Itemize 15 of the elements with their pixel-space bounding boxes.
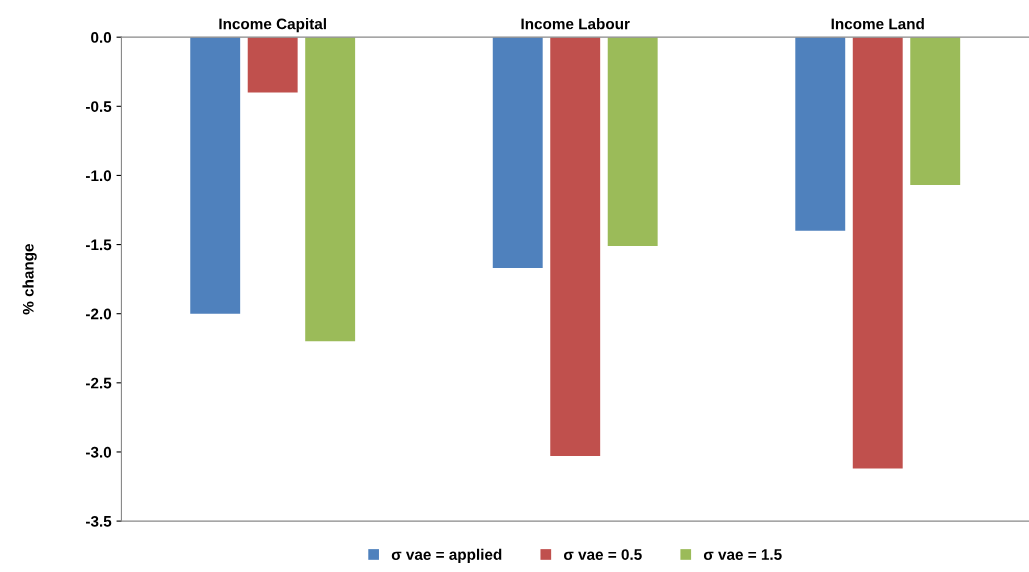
x-tick-label: Income Capital xyxy=(219,18,326,33)
y-tick-label: -3.0 xyxy=(85,446,112,458)
legend-label: σ vae = applied xyxy=(391,548,502,563)
y-tick-label: -1.0 xyxy=(85,170,112,182)
y-tick-label: 0.0 xyxy=(91,32,112,43)
x-tick-label: Income Labour xyxy=(521,18,630,30)
y-tick-label: -0.5 xyxy=(85,101,112,112)
y-tick-label: -1.5 xyxy=(85,239,112,251)
y-tick-label: -2.0 xyxy=(85,308,112,320)
x-tick-label: Income Land xyxy=(831,18,924,30)
y-tick-label: -2.5 xyxy=(85,377,112,389)
y-axis-title: % change xyxy=(22,244,37,315)
y-tick-label: -3.5 xyxy=(85,515,112,527)
legend-label: σ vae = 1.5 xyxy=(703,549,782,560)
legend-label: σ vae = 0.5 xyxy=(563,549,642,560)
